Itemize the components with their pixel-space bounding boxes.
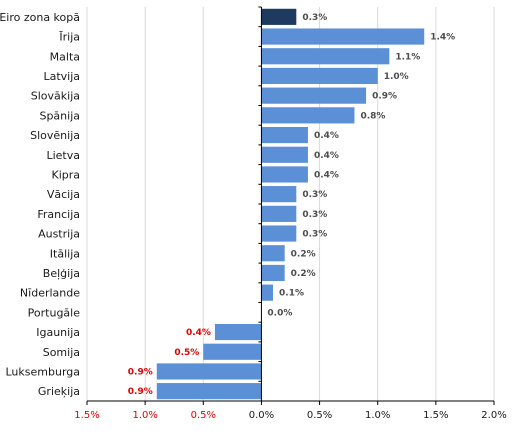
gridlines <box>86 7 495 401</box>
category-label: Spānija <box>39 109 80 122</box>
category-label: Grieķija <box>38 385 80 398</box>
data-label: 0.5% <box>174 348 199 358</box>
bar <box>261 8 297 25</box>
data-label: 0.9% <box>128 367 153 377</box>
category-label: Vācija <box>47 188 80 201</box>
x-tick-label: 2.0% <box>481 410 506 421</box>
axes <box>86 6 495 405</box>
bars <box>156 8 425 400</box>
category-label: Itālija <box>50 247 80 260</box>
bar <box>261 166 308 183</box>
data-label: 0.2% <box>291 269 316 279</box>
category-label: Slovēnija <box>30 129 80 142</box>
x-tick-label: 0.5% <box>191 410 216 421</box>
data-label: 0.3% <box>302 13 327 23</box>
bar <box>261 186 297 203</box>
bar <box>261 28 425 45</box>
x-tick-label: 1.0% <box>132 410 157 421</box>
data-label: 1.4% <box>430 33 455 43</box>
bar <box>261 146 308 163</box>
bar <box>261 87 367 104</box>
x-tick-label: 1.0% <box>365 410 390 421</box>
bar <box>261 245 285 262</box>
category-label: Luksemburga <box>6 365 81 378</box>
bar <box>156 363 262 380</box>
data-label: 0.4% <box>186 328 211 338</box>
category-label: Eiro zona kopā <box>0 11 80 24</box>
category-label: Austrija <box>38 228 80 241</box>
bar <box>261 225 297 242</box>
data-label: 0.0% <box>267 308 292 318</box>
bar <box>261 48 390 65</box>
category-label: Kipra <box>51 168 80 181</box>
data-label: 0.3% <box>302 210 327 220</box>
category-label: Somija <box>43 346 80 359</box>
x-tick-label: 1.5% <box>74 410 99 421</box>
data-label: 0.1% <box>279 289 304 299</box>
value-labels: 0.3% 1.4% 1.1% 1.0% 0.9% 0.8% 0.4% 0.4% 0.4% 0.3%… <box>128 13 455 397</box>
data-label: 0.3% <box>302 190 327 200</box>
bar <box>261 284 274 301</box>
bar <box>261 107 355 124</box>
data-label: 0.2% <box>291 249 316 259</box>
data-label: 0.3% <box>302 230 327 240</box>
bar <box>261 126 308 144</box>
category-label: Latvija <box>43 70 80 83</box>
data-label: 0.9% <box>128 387 153 397</box>
data-label: 0.4% <box>314 151 339 161</box>
bar <box>203 343 262 360</box>
x-tick-label: 0.5% <box>307 410 332 421</box>
category-labels: Eiro zona kopā Īrija Malta Latvija Slovākija… <box>0 11 80 398</box>
x-tick-labels: 1.5% 1.0% 0.5% 0.0% 0.5% 1.0% 1.5% 2.0% <box>74 410 506 421</box>
category-label: Slovākija <box>31 90 80 103</box>
category-label: Igaunija <box>36 326 80 339</box>
data-label: 0.4% <box>314 131 339 141</box>
x-tick-label: 0.0% <box>249 410 274 421</box>
category-label: Francija <box>37 208 80 221</box>
category-label: Portugāle <box>28 306 81 319</box>
category-label: Lietva <box>46 149 80 162</box>
data-label: 1.0% <box>384 72 409 82</box>
data-label: 0.4% <box>314 170 339 180</box>
data-label: 0.8% <box>360 111 385 121</box>
category-label: Malta <box>50 50 80 63</box>
bar <box>214 323 262 341</box>
bar <box>261 67 378 85</box>
x-tick-label: 1.5% <box>423 410 448 421</box>
category-label: Īrija <box>59 31 80 44</box>
data-label: 0.9% <box>372 92 397 102</box>
bar <box>261 264 285 282</box>
category-label: Beļģija <box>43 267 80 280</box>
category-label: Nīderlande <box>20 287 80 300</box>
bar <box>156 383 262 400</box>
bar <box>261 205 297 222</box>
data-label: 1.1% <box>395 52 420 62</box>
